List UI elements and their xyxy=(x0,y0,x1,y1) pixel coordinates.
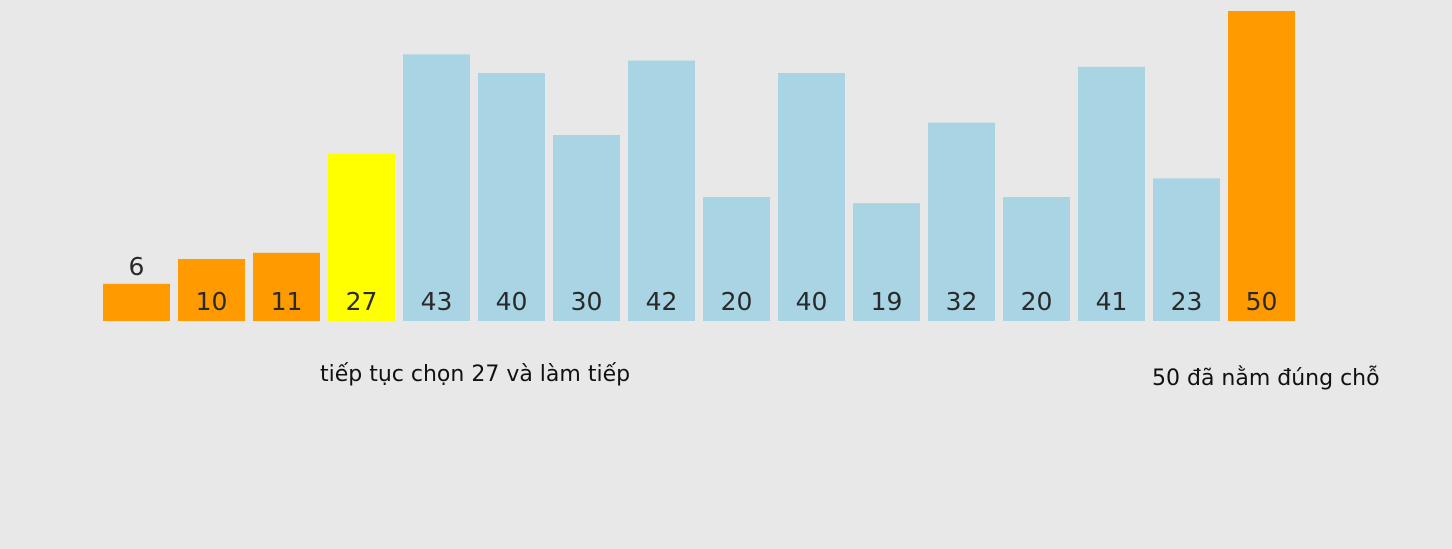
bar-13 xyxy=(1078,66,1145,321)
bar-value-label: 27 xyxy=(346,287,378,316)
bar-value-label: 10 xyxy=(196,287,228,316)
caption-pivot-note: tiếp tục chọn 27 và làm tiếp xyxy=(320,362,631,387)
bar-4 xyxy=(403,54,470,322)
bar-6 xyxy=(553,135,620,321)
bar-11 xyxy=(928,122,995,321)
bar-12 xyxy=(1003,197,1070,321)
bar-value-label: 23 xyxy=(1171,287,1203,316)
bar-value-label: 42 xyxy=(646,287,678,316)
bar-value-label: 32 xyxy=(946,287,978,316)
bar-value-label: 20 xyxy=(1021,287,1053,316)
bar-1 xyxy=(178,259,245,321)
bar-2 xyxy=(253,252,320,321)
bar-14 xyxy=(1153,178,1220,321)
bar-value-label: 30 xyxy=(571,287,603,316)
bar-value-label: 40 xyxy=(496,287,528,316)
bar-value-label: 11 xyxy=(271,287,303,316)
bar-value-label: 6 xyxy=(129,252,145,281)
bar-value-label: 20 xyxy=(721,287,753,316)
bar-7 xyxy=(628,60,695,321)
bar-9 xyxy=(778,73,845,321)
bar-15 xyxy=(1228,11,1295,321)
bar-value-label: 19 xyxy=(871,287,903,316)
bar-5 xyxy=(478,73,545,321)
bar-value-label: 43 xyxy=(421,287,453,316)
bar-3 xyxy=(328,153,395,321)
caption-sorted-note: 50 đã nằm đúng chỗ xyxy=(1152,366,1380,391)
bar-value-label: 50 xyxy=(1246,287,1278,316)
bar-value-label: 41 xyxy=(1096,287,1128,316)
bar-10 xyxy=(853,203,920,321)
bar-0 xyxy=(103,283,170,321)
bar-8 xyxy=(703,197,770,321)
bar-value-label: 40 xyxy=(796,287,828,316)
